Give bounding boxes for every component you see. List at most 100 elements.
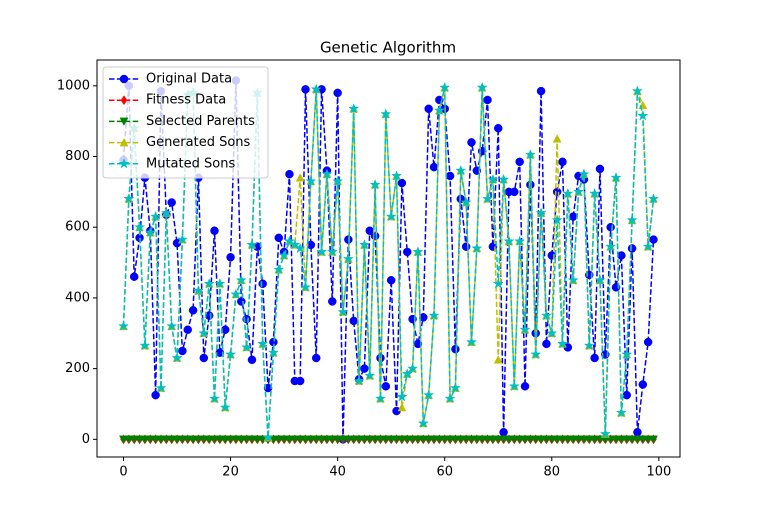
data-point [144, 226, 156, 238]
data-point [226, 253, 235, 262]
data-point [578, 168, 590, 179]
y-tick-label: 0 [82, 432, 90, 447]
data-point [567, 274, 579, 285]
x-tick-label: 100 [646, 465, 671, 480]
data-point [402, 247, 412, 257]
data-point [135, 435, 144, 444]
data-point [289, 239, 301, 250]
data-point [129, 272, 139, 281]
data-point [626, 214, 638, 225]
data-point [301, 85, 310, 94]
data-point [535, 207, 547, 218]
data-point [155, 382, 167, 393]
data-point [119, 435, 128, 444]
data-point [285, 435, 294, 444]
data-point [210, 435, 219, 444]
data-point [332, 175, 344, 186]
data-point [573, 186, 585, 197]
data-point [322, 435, 332, 444]
data-point [429, 435, 439, 444]
data-point [305, 175, 317, 186]
data-point [358, 239, 370, 250]
data-point [562, 187, 574, 199]
data-point [252, 435, 262, 444]
data-point [407, 362, 419, 374]
data-point [129, 435, 139, 444]
data-point [418, 435, 428, 444]
data-point [118, 320, 129, 331]
data-point [483, 95, 492, 105]
data-point [515, 157, 524, 167]
data-point [428, 309, 440, 321]
x-tick-label: 60 [436, 465, 453, 480]
data-point [408, 435, 418, 444]
data-point [150, 210, 162, 222]
data-point [471, 242, 483, 254]
data-point [263, 383, 273, 393]
data-point [397, 178, 407, 188]
data-point [482, 193, 494, 204]
data-point [349, 435, 359, 444]
y-tick-label: 200 [65, 361, 90, 376]
data-point [483, 435, 492, 444]
data-point [467, 435, 476, 444]
data-point [294, 242, 306, 254]
data-point [627, 435, 637, 444]
data-point [558, 435, 567, 444]
data-point [552, 187, 562, 197]
data-point [520, 435, 530, 444]
data-point [638, 435, 648, 444]
legend-label: Mutated Sons [146, 156, 235, 171]
data-point [627, 244, 637, 253]
data-point [558, 157, 567, 167]
data-point [235, 274, 247, 285]
legend-label: Generated Sons [146, 135, 251, 150]
data-point [242, 435, 252, 444]
y-tick-label: 800 [65, 149, 90, 164]
data-point [306, 435, 316, 444]
data-point [563, 435, 573, 444]
data-point [215, 435, 225, 444]
data-point [364, 369, 376, 381]
data-point [551, 214, 563, 225]
data-point [327, 435, 337, 444]
data-point [230, 288, 242, 300]
data-point [151, 390, 160, 400]
legend-marker [119, 74, 129, 84]
data-point [531, 435, 541, 444]
data-point [631, 85, 643, 96]
data-point [547, 435, 557, 444]
data-point [402, 435, 412, 444]
data-point [237, 297, 246, 306]
data-point [461, 435, 471, 444]
data-point [300, 281, 311, 292]
data-point [424, 435, 434, 444]
series-line [122, 87, 655, 438]
data-point [145, 435, 155, 444]
data-point [342, 253, 354, 264]
data-point [552, 435, 562, 444]
data-point [444, 392, 456, 404]
data-point [188, 306, 198, 315]
data-point [359, 435, 369, 444]
data-point [510, 187, 519, 197]
data-point [579, 435, 589, 444]
data-point [392, 435, 401, 444]
data-point [258, 279, 267, 289]
data-point [349, 316, 358, 326]
data-point [385, 210, 397, 222]
data-point [203, 278, 215, 289]
data-point [514, 235, 526, 247]
data-point [124, 435, 134, 444]
data-point [433, 104, 445, 116]
data-point [451, 435, 460, 444]
data-point [380, 108, 392, 119]
data-point [525, 435, 535, 444]
data-point [487, 173, 499, 185]
data-point [369, 179, 381, 190]
data-point [219, 401, 231, 413]
data-point [188, 435, 198, 444]
data-point [220, 435, 230, 444]
x-tick-label: 20 [222, 465, 239, 480]
data-point [508, 380, 520, 391]
